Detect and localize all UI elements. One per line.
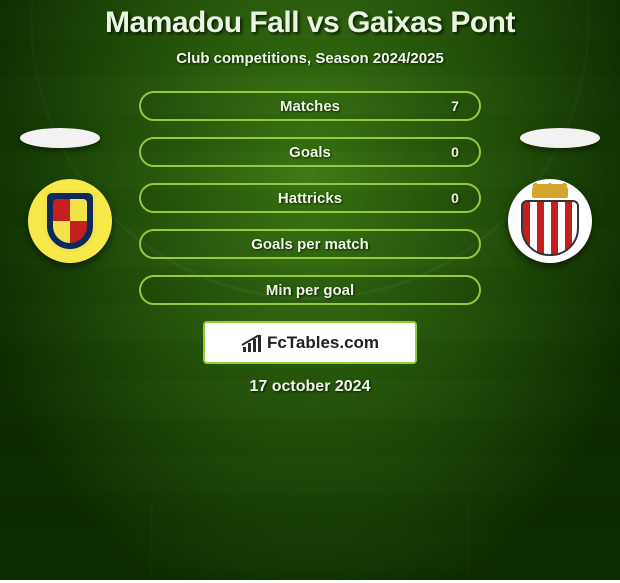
- stat-row-gpm: Goals per match: [139, 229, 481, 259]
- stat-label: Min per goal: [189, 282, 431, 299]
- stat-right-value: 7: [431, 98, 479, 114]
- goal-box: [150, 503, 470, 583]
- stat-right-value: 0: [431, 144, 479, 160]
- page-title: Mamadou Fall vs Gaixas Pont: [0, 6, 620, 40]
- stat-row-matches: Matches 7: [139, 91, 481, 121]
- brand-text: FcTables.com: [267, 333, 379, 353]
- stats-list: Matches 7 Goals 0 Hattricks 0 Goals per …: [139, 91, 481, 305]
- subtitle: Club competitions, Season 2024/2025: [0, 50, 620, 67]
- bar-chart-icon: [241, 334, 263, 352]
- brand-badge: FcTables.com: [203, 321, 417, 364]
- date-label: 17 october 2024: [0, 378, 620, 396]
- stat-label: Matches: [189, 98, 431, 115]
- stat-row-goals: Goals 0: [139, 137, 481, 167]
- stat-label: Goals per match: [189, 236, 431, 253]
- stat-row-hattricks: Hattricks 0: [139, 183, 481, 213]
- stat-label: Hattricks: [189, 190, 431, 207]
- stat-row-mpg: Min per goal: [139, 275, 481, 305]
- stat-right-value: 0: [431, 190, 479, 206]
- content: Mamadou Fall vs Gaixas Pont Club competi…: [0, 0, 620, 396]
- stat-label: Goals: [189, 144, 431, 161]
